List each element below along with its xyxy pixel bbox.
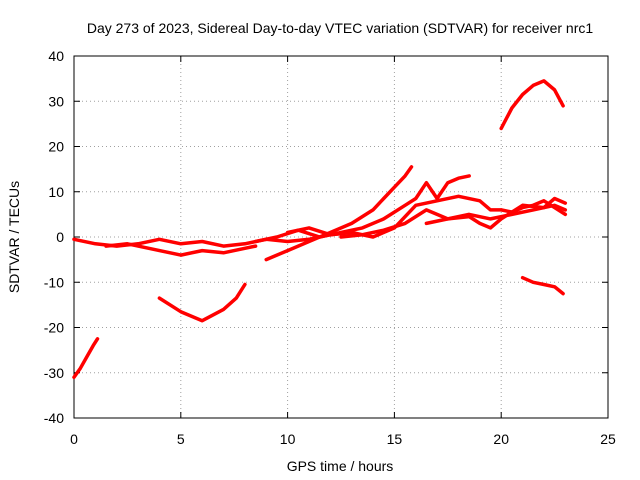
series-line-sat-a	[72, 337, 100, 380]
series-line-sat-j	[499, 79, 565, 131]
y-tick-label: 40	[48, 48, 64, 64]
y-tick-label: -10	[44, 274, 64, 290]
chart-title: Day 273 of 2023, Sidereal Day-to-day VTE…	[87, 20, 593, 36]
series-line-sat-k	[520, 275, 565, 296]
series-line-sat-e	[264, 165, 414, 262]
axis-ticks: 0 5 10 15 20 25 -40 -30 -20 -10 0 10 20 30 40	[44, 48, 616, 447]
x-tick-label: 20	[493, 431, 509, 447]
y-tick-label: -20	[44, 320, 64, 336]
y-tick-label: -30	[44, 365, 64, 381]
x-tick-label: 10	[280, 431, 296, 447]
series-line-sat-c	[104, 242, 258, 257]
y-tick-label: 0	[56, 229, 64, 245]
y-tick-label: 20	[48, 139, 64, 155]
x-tick-label: 25	[600, 431, 616, 447]
x-axis-label: GPS time / hours	[287, 458, 394, 474]
series-line-sat-d	[157, 282, 247, 323]
x-tick-label: 15	[387, 431, 403, 447]
series-line-sat-f	[253, 174, 471, 244]
y-tick-label: -40	[44, 410, 64, 426]
series-layer	[72, 79, 568, 380]
y-tick-label: 10	[48, 184, 64, 200]
series-line-sat-g	[285, 194, 568, 239]
x-tick-label: 0	[70, 431, 78, 447]
y-axis-label: SDTVAR / TECUs	[6, 181, 22, 293]
series-line-sat-i	[424, 196, 568, 230]
x-tick-label: 5	[177, 431, 185, 447]
y-tick-label: 30	[48, 93, 64, 109]
gridlines	[74, 56, 608, 418]
